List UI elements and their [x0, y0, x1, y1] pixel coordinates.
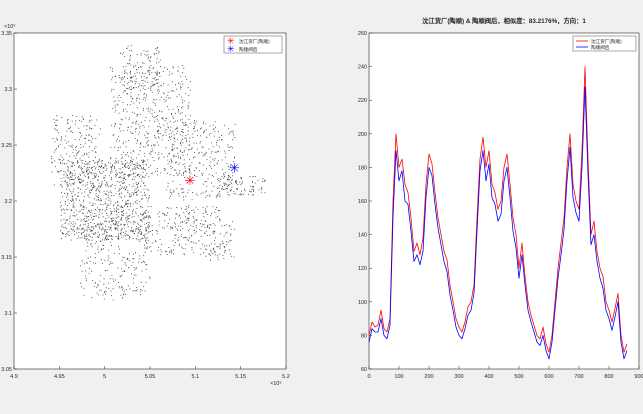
legend-marker-red-icon: ✳	[227, 36, 235, 46]
right-x-tick-label: 900	[634, 374, 643, 380]
right-legend-box	[572, 35, 637, 52]
left-legend-box	[223, 35, 283, 54]
right-y-tick-label: 180	[358, 165, 367, 171]
left-y-tick-label: 3.15	[1, 255, 12, 261]
right-legend-label-2: 陶顺阀后	[591, 44, 610, 51]
right-y-tick-label: 200	[358, 132, 367, 138]
left-y-tick-label: 3.2	[4, 199, 12, 205]
series-2-line	[368, 86, 628, 360]
left-y-tick-label: 3.05	[1, 367, 12, 373]
pipe-network-points	[50, 45, 266, 301]
right-y-tick-label: 100	[358, 300, 367, 306]
left-legend-label-2: 陶顺阀后	[239, 46, 258, 53]
right-x-tick-label: 0	[367, 374, 370, 380]
left-x-tick-label: 4.95	[54, 374, 65, 380]
left-y-tick-label: 3.3	[4, 87, 12, 93]
right-x-tick-label: 600	[544, 374, 553, 380]
left-series-markers: ✳✳	[184, 161, 239, 188]
right-y-tick-label: 240	[358, 65, 367, 71]
right-x-tick-label: 300	[454, 374, 463, 380]
pipe-network-dots	[50, 45, 266, 301]
right-y-tick-label: 120	[358, 266, 367, 272]
left-x-exponent: ×10⁵	[270, 380, 282, 387]
left-x-tick-label: 5.2	[282, 374, 290, 380]
left-y-exponent: ×10⁵	[4, 23, 16, 30]
left-legend-label-1: 沈江货厂(陶顺)	[239, 38, 270, 45]
left-plot-area	[13, 32, 287, 370]
left-y-tick-labels: 3.05 3.1 3.15 3.2 3.25 3.3 3.35	[1, 31, 17, 373]
right-legend: 沈江货厂(陶顺) 陶顺阀后	[572, 35, 637, 52]
left-x-tick-labels: 4.9 4.95 5 5.05 5.1 5.15 5.2	[10, 366, 290, 380]
right-y-tick-labels: 60 80 100 120 140 160 180 200 220 240 260	[358, 31, 372, 373]
left-y-tick-label: 3.25	[1, 143, 12, 149]
left-y-tick-label: 3.1	[4, 311, 12, 317]
legend-marker-blue-icon: ✳	[227, 44, 235, 54]
right-x-tick-labels: 0 100 200 300 400 500 600 700 800 900	[367, 366, 643, 380]
right-chart-title: 沈江货厂(陶顺) & 陶顺阀后，相似度：83.2176%，方向：1	[422, 16, 586, 25]
right-y-tick-label: 260	[358, 31, 367, 37]
right-y-tick-label: 80	[361, 333, 367, 339]
right-x-tick-label: 200	[424, 374, 433, 380]
right-x-tick-label: 700	[574, 374, 583, 380]
right-y-tick-label: 160	[358, 199, 367, 205]
right-y-tick-label: 140	[358, 233, 367, 239]
right-x-tick-label: 400	[484, 374, 493, 380]
left-x-tick-label: 5.15	[235, 374, 246, 380]
left-y-tick-label: 3.35	[1, 31, 12, 37]
right-legend-label-1: 沈江货厂(陶顺)	[591, 38, 622, 45]
series-2-asterisk-marker: ✳	[229, 161, 240, 176]
right-plot-area	[368, 32, 640, 370]
right-y-tick-label: 60	[361, 367, 367, 373]
right-x-tick-label: 500	[514, 374, 523, 380]
left-x-tick-label: 4.9	[10, 374, 18, 380]
right-series-lines	[368, 66, 628, 360]
series-1-asterisk-marker: ✳	[184, 173, 195, 188]
series-1-line	[368, 66, 628, 353]
right-x-tick-label: 800	[604, 374, 613, 380]
left-x-tick-label: 5.1	[192, 374, 200, 380]
left-scatter-plot: ✳✳ 4.9 4.95 5 5.05 5.1 5.15 5.2 3.053.13.153.2…	[1, 23, 290, 387]
left-x-tick-label: 5.05	[145, 374, 156, 380]
right-line-plot: 沈江货厂(陶顺) & 陶顺阀后，相似度：83.2176%，方向：1 0 100 20…	[358, 16, 643, 380]
right-y-tick-label: 220	[358, 98, 367, 104]
left-legend: ✳ 沈江货厂(陶顺) ✳ 陶顺阀后	[223, 35, 283, 54]
right-x-tick-label: 100	[394, 374, 403, 380]
left-x-tick-label: 5	[103, 374, 106, 380]
